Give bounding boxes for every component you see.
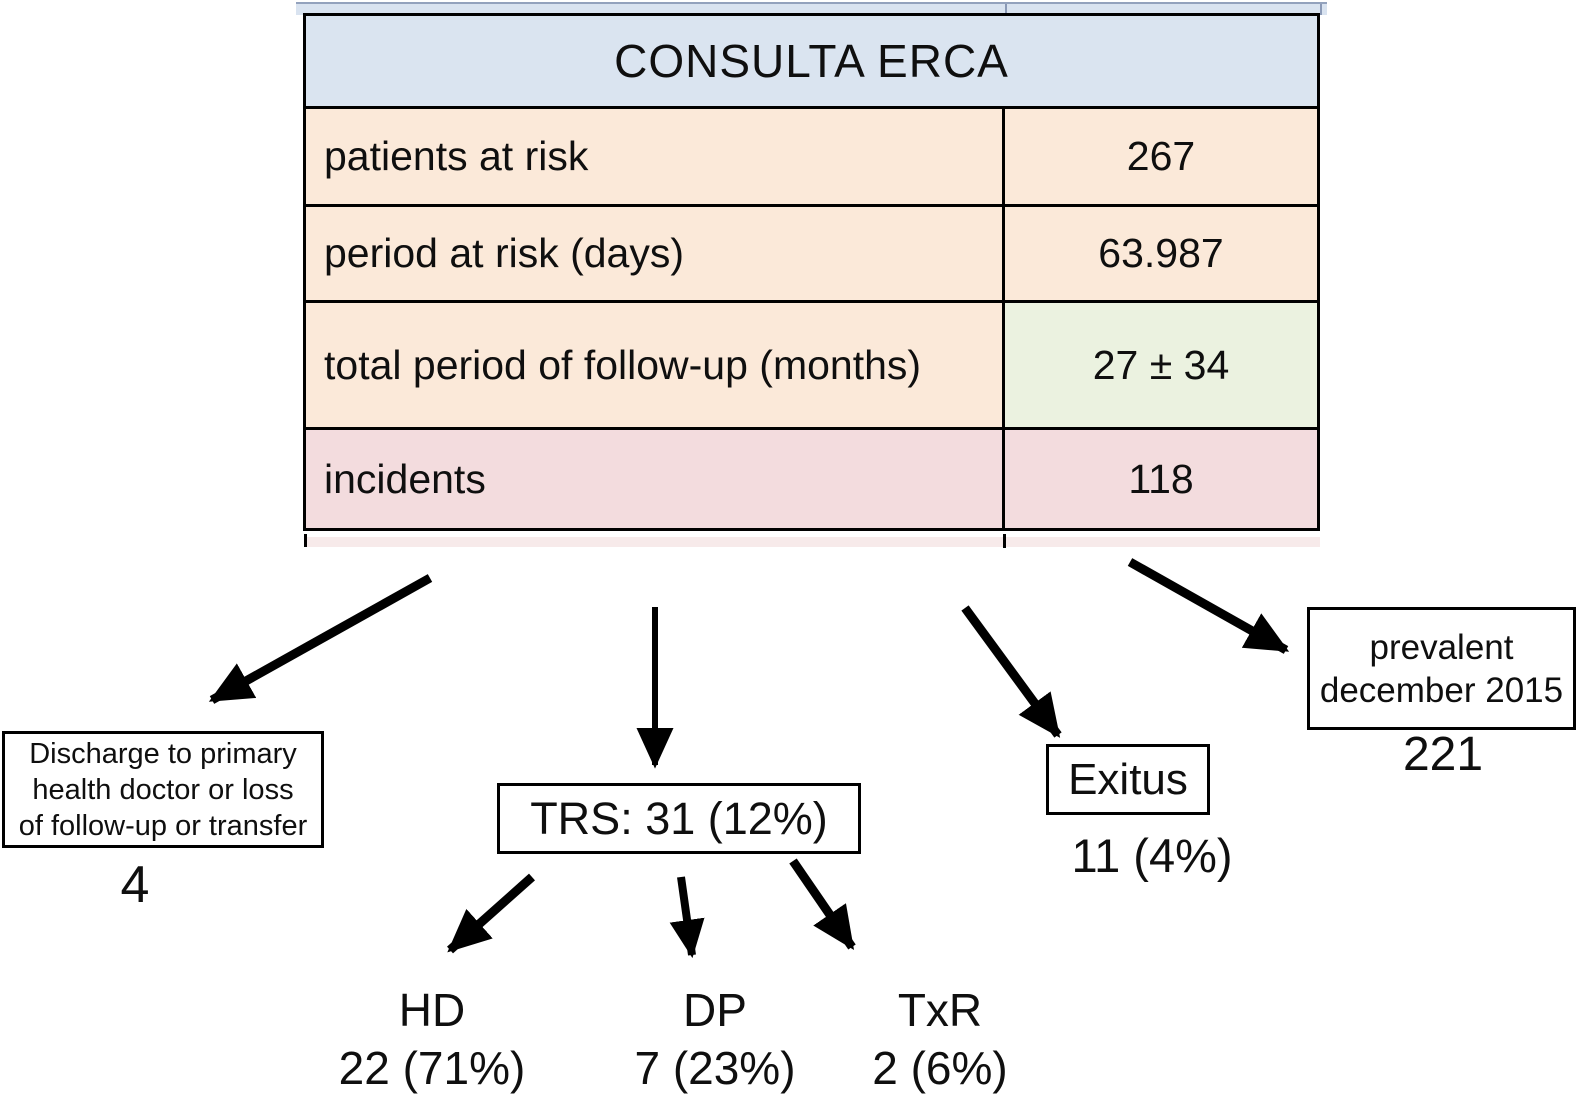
- prevalent-line: prevalent: [1369, 627, 1514, 667]
- table-row: period at risk (days) 63.987: [306, 204, 1317, 300]
- table-row: patients at risk 267: [306, 106, 1317, 204]
- outcome-txr-count: 2 (6%): [872, 1042, 1008, 1094]
- outcome-dp-count: 7 (23%): [634, 1042, 796, 1094]
- discharge-box: Discharge to primary health doctor or lo…: [2, 731, 324, 848]
- spreadsheet-strip-bottom: [304, 537, 1320, 547]
- arrow-to-exitus: [961, 605, 1062, 738]
- discharge-line: Discharge to primary: [29, 737, 297, 770]
- row-label-patients-at-risk: patients at risk: [306, 109, 1005, 204]
- trs-label: TRS: 31 (12%): [530, 792, 828, 844]
- outcome-txr: TxR 2 (6%): [820, 985, 1060, 1093]
- discharge-line: of follow-up or transfer: [18, 809, 308, 842]
- row-label-total-followup: total period of follow-up (months): [306, 303, 1005, 427]
- arrow-to-txr: [789, 858, 856, 950]
- arrow-to-hd: [447, 873, 535, 954]
- discharge-count: 4: [120, 856, 150, 914]
- consulta-erca-table: CONSULTA ERCA patients at risk 267 perio…: [303, 13, 1320, 531]
- trs-box: TRS: 31 (12%): [497, 783, 861, 854]
- outcome-hd-label: HD: [398, 984, 466, 1036]
- prevalent-count: 221: [1402, 728, 1484, 781]
- outcome-hd-count: 22 (71%): [338, 1042, 526, 1094]
- prevalent-line: december 2015: [1319, 670, 1564, 710]
- strip-notch: [1320, 4, 1322, 15]
- arrow-to-dp: [669, 876, 705, 959]
- outcome-txr-label: TxR: [897, 984, 983, 1036]
- row-value-patients-at-risk: 267: [1005, 109, 1317, 204]
- gridline-tick: [304, 534, 307, 547]
- row-value-incidents: 118: [1005, 430, 1317, 528]
- arrow-to-prevalent: [1127, 558, 1290, 654]
- row-label-period-at-risk: period at risk (days): [306, 207, 1005, 300]
- table-row: total period of follow-up (months) 27 ± …: [306, 300, 1317, 427]
- spreadsheet-strip-top: [296, 2, 1327, 15]
- outcome-hd: HD 22 (71%): [312, 985, 552, 1093]
- exitus-label: Exitus: [1068, 754, 1188, 804]
- outcome-dp: DP 7 (23%): [595, 985, 835, 1093]
- gridline-tick: [1003, 534, 1006, 548]
- strip-notch: [1005, 4, 1007, 15]
- prevalent-box: prevalent december 2015: [1307, 607, 1576, 730]
- exitus-count: 11 (4%): [1071, 829, 1233, 882]
- row-label-incidents: incidents: [306, 430, 1005, 528]
- arrow-to-discharge: [208, 574, 433, 704]
- row-value-period-at-risk: 63.987: [1005, 207, 1317, 300]
- table-row: incidents 118: [306, 427, 1317, 528]
- row-value-total-followup: 27 ± 34: [1005, 303, 1317, 427]
- exitus-box: Exitus: [1046, 744, 1210, 815]
- outcome-dp-label: DP: [683, 984, 747, 1036]
- discharge-line: health doctor or loss: [32, 773, 294, 806]
- table-title: CONSULTA ERCA: [306, 16, 1317, 106]
